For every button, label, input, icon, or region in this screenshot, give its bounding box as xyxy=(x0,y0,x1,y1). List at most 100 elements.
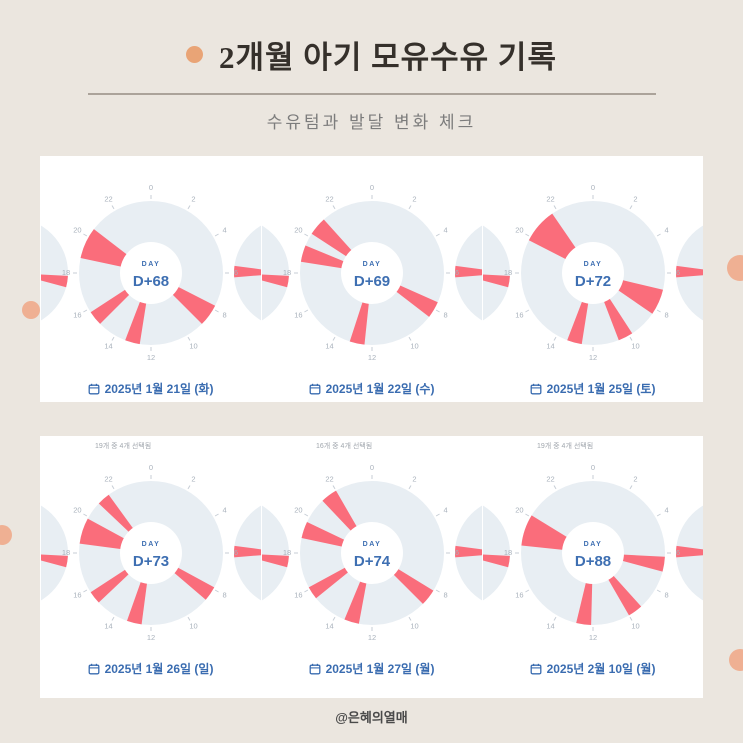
svg-text:4: 4 xyxy=(664,225,668,234)
svg-text:DAY: DAY xyxy=(141,261,160,268)
calendar-icon xyxy=(88,383,100,395)
selection-count-note xyxy=(40,160,261,173)
svg-text:6: 6 xyxy=(675,268,679,277)
svg-text:0: 0 xyxy=(148,463,152,472)
selection-count-note xyxy=(482,160,703,173)
svg-text:4: 4 xyxy=(222,225,226,234)
svg-text:20: 20 xyxy=(294,225,302,234)
svg-text:2: 2 xyxy=(191,474,195,483)
selection-count-note xyxy=(261,160,482,173)
svg-text:0: 0 xyxy=(590,183,594,192)
calendar-icon xyxy=(530,663,542,675)
svg-text:D+72: D+72 xyxy=(574,273,610,290)
svg-text:14: 14 xyxy=(546,342,554,351)
selection-count-note: 19개 중 4개 선택됨 xyxy=(95,443,152,450)
svg-text:2: 2 xyxy=(412,474,416,483)
svg-text:18: 18 xyxy=(61,268,69,277)
svg-text:16: 16 xyxy=(294,310,302,319)
selection-count-note: 16개 중 4개 선택됨 xyxy=(316,443,373,450)
svg-text:22: 22 xyxy=(546,194,554,203)
chart-date-label: 2025년 1월 25일 (토) xyxy=(546,382,656,396)
svg-text:18: 18 xyxy=(61,548,69,557)
chart-date: 2025년 1월 22일 (수) xyxy=(309,380,435,397)
svg-text:14: 14 xyxy=(104,342,112,351)
chart-row-top: 0 2 4 6 8 10 12 14 16 18 20 22 DAY D+68 2025년 1월 21일 … xyxy=(40,156,703,402)
svg-text:2: 2 xyxy=(633,474,637,483)
chart-date-label: 2025년 1월 22일 (수) xyxy=(325,382,435,396)
svg-text:8: 8 xyxy=(664,310,668,319)
svg-text:0: 0 xyxy=(369,183,373,192)
svg-text:10: 10 xyxy=(189,342,197,351)
svg-text:18: 18 xyxy=(503,268,511,277)
svg-text:16: 16 xyxy=(73,590,81,599)
calendar-icon xyxy=(309,663,321,675)
svg-text:8: 8 xyxy=(664,590,668,599)
svg-text:10: 10 xyxy=(189,622,197,631)
feeding-clock-card: 0 2 4 6 8 10 12 14 16 18 20 22 DAY D+72 2025년 1월 25일 … xyxy=(482,156,703,402)
title-bullet-dot xyxy=(186,46,204,63)
svg-text:16: 16 xyxy=(515,590,523,599)
svg-text:D+69: D+69 xyxy=(353,273,389,290)
svg-text:D+88: D+88 xyxy=(574,553,610,570)
svg-text:20: 20 xyxy=(73,505,81,514)
calendar-icon xyxy=(530,383,542,395)
chart-date: 2025년 1월 21일 (화) xyxy=(88,380,214,397)
svg-text:DAY: DAY xyxy=(583,261,602,268)
chart-date-label: 2025년 1월 27일 (월) xyxy=(325,662,435,676)
credit: @은혜의열매 xyxy=(335,710,408,725)
svg-text:D+74: D+74 xyxy=(353,553,390,570)
svg-text:6: 6 xyxy=(233,548,237,557)
svg-text:8: 8 xyxy=(222,310,226,319)
svg-text:14: 14 xyxy=(546,622,554,631)
feeding-clock-card: 19개 중 4개 선택됨 0 2 4 6 8 10 12 14 16 18 20 22 DAY D+73 … xyxy=(40,436,261,698)
chart-date: 2025년 1월 25일 (토) xyxy=(530,380,656,397)
svg-text:DAY: DAY xyxy=(141,541,160,548)
svg-text:14: 14 xyxy=(325,342,333,351)
svg-text:14: 14 xyxy=(104,622,112,631)
svg-text:22: 22 xyxy=(104,194,112,203)
feeding-clock-card: 16개 중 4개 선택됨 0 2 4 6 8 10 12 14 16 18 20 22 DAY D+74 … xyxy=(261,436,482,698)
calendar-icon xyxy=(88,663,100,675)
title-row: 2개월 아기 모유수유 기록 xyxy=(0,32,743,77)
svg-text:22: 22 xyxy=(325,474,333,483)
svg-text:12: 12 xyxy=(588,353,596,362)
svg-text:20: 20 xyxy=(73,225,81,234)
feeding-clock-chart: 0 2 4 6 8 10 12 14 16 18 20 22 DAY D+69 xyxy=(261,183,482,362)
svg-text:12: 12 xyxy=(588,633,596,642)
feeding-clock-chart: 0 2 4 6 8 10 12 14 16 18 20 22 DAY D+88 xyxy=(482,463,703,642)
svg-text:6: 6 xyxy=(454,268,458,277)
svg-text:6: 6 xyxy=(675,548,679,557)
svg-text:12: 12 xyxy=(367,633,375,642)
svg-text:22: 22 xyxy=(104,474,112,483)
svg-text:2: 2 xyxy=(412,194,416,203)
svg-text:12: 12 xyxy=(367,353,375,362)
svg-text:DAY: DAY xyxy=(362,541,381,548)
chart-date: 2025년 1월 27일 (월) xyxy=(309,660,435,677)
svg-text:12: 12 xyxy=(146,353,154,362)
decorative-circle xyxy=(727,255,743,281)
svg-text:0: 0 xyxy=(369,463,373,472)
svg-text:22: 22 xyxy=(546,474,554,483)
svg-text:10: 10 xyxy=(631,622,639,631)
feeding-clock-chart: 0 2 4 6 8 10 12 14 16 18 20 22 DAY D+72 xyxy=(482,183,703,362)
svg-text:D+68: D+68 xyxy=(132,273,168,290)
svg-text:18: 18 xyxy=(503,548,511,557)
feeding-clock-card: 0 2 4 6 8 10 12 14 16 18 20 22 DAY D+68 2025년 1월 21일 … xyxy=(40,156,261,402)
svg-text:6: 6 xyxy=(233,268,237,277)
svg-text:6: 6 xyxy=(454,548,458,557)
svg-text:16: 16 xyxy=(294,590,302,599)
svg-text:4: 4 xyxy=(664,505,668,514)
svg-text:D+73: D+73 xyxy=(132,553,168,570)
chart-row-bottom: 19개 중 4개 선택됨 0 2 4 6 8 10 12 14 16 18 20 22 DAY D+73 … xyxy=(40,436,703,698)
svg-text:16: 16 xyxy=(73,310,81,319)
chart-date: 2025년 1월 26일 (일) xyxy=(88,660,213,677)
svg-text:2: 2 xyxy=(633,194,637,203)
svg-text:4: 4 xyxy=(443,225,447,234)
header: 2개월 아기 모유수유 기록 수유텀과 발달 변화 체크 xyxy=(0,32,743,133)
svg-text:DAY: DAY xyxy=(362,261,381,268)
svg-text:2: 2 xyxy=(191,194,195,203)
feeding-clock-card: 19개 중 4개 선택됨 0 2 4 6 8 10 12 14 16 18 20 22 DAY D+88 … xyxy=(482,436,703,698)
chart-date-label: 2025년 1월 21일 (화) xyxy=(104,382,214,396)
svg-text:4: 4 xyxy=(222,505,226,514)
